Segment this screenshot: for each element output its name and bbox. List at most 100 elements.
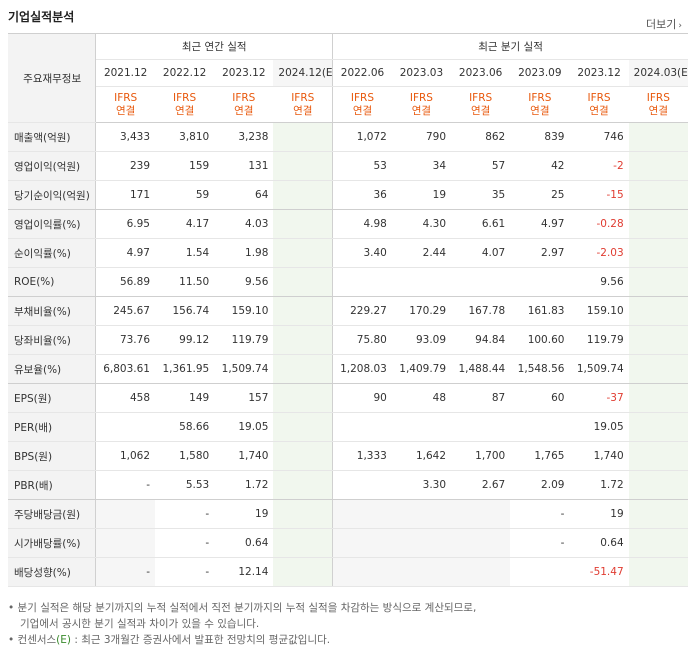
cell-value: 19 [391,180,452,210]
table-row: 당좌비율(%) 73.76 99.12 119.79 75.80 93.09 94.84 10… [8,325,688,355]
cell-value: 4.03 [214,209,274,239]
consolidated-label: 연결 [530,104,550,117]
row-label: 부채비율(%) [8,296,97,326]
section-title: 기업실적분석 [8,10,75,24]
ifrs-label: IFRS [350,91,375,104]
cell-value: 100.60 [510,325,570,355]
cell-value [628,180,688,210]
note-1-cont: 기업에서 공시한 분기 실적과 차이가 있을 수 있습니다. [20,618,260,630]
ifrs-badge: IFRS 연결 [155,86,215,123]
cell-value [628,209,688,239]
cell-value: 73.76 [95,325,155,355]
cell-value: 0.64 [214,528,274,558]
cell-value: 59 [155,180,215,210]
cell-value: 1.72 [569,470,629,500]
cell-value [628,354,688,384]
cell-value: -2.03 [569,238,629,268]
cell-value [391,528,452,558]
cell-value: 4.97 [510,209,570,239]
ifrs-badge: IFRS 연결 [391,86,452,123]
cell-value: 1,580 [155,441,215,471]
cell-value [273,354,334,384]
table-row: 주당배당금(원) -19-19 [8,499,688,529]
consolidated-label: 연결 [234,104,254,117]
cell-value: 9.56 [214,267,274,297]
period-header: 2023.09 [510,59,570,87]
cell-value [273,499,334,529]
cell-value [273,470,334,500]
more-link[interactable]: 더보기 › [646,16,682,32]
cell-value: 0.64 [569,528,629,558]
row-label: 영업이익(억원) [8,151,97,181]
table-row: PER(배) 58.66 19.05 19.05 [8,412,688,442]
cell-value [628,383,688,413]
table-row: 영업이익률(%) 6.95 4.17 4.03 4.98 4.30 6.61 4.97 -0.2… [8,209,688,239]
consolidated-label: 연결 [174,104,195,117]
cell-value: 1,700 [451,441,511,471]
table-row: 유보율(%) 6,803.61 1,361.95 1,509.74 1,208.03 1,… [8,354,688,384]
row-label: BPS(원) [8,441,97,471]
ifrs-label: IFRS [173,91,197,104]
period-header: 2024.03(E) [628,59,688,87]
cell-value: 19.05 [214,412,274,442]
table-row: 당기순이익(억원) 171 59 64 36 19 35 25 -15 [8,180,688,210]
cell-value: 56.89 [95,267,155,297]
cell-value: 170.29 [391,296,452,326]
cell-value: 1,333 [332,441,392,471]
cell-value: 6.61 [451,209,511,239]
cell-value [332,528,392,558]
cell-value: 239 [95,151,155,181]
table-row: EPS(원) 458 149 157 90 48 87 60 -37 [8,383,688,413]
cell-value [273,122,334,152]
period-header: 2023.03 [391,59,452,87]
row-label: 주당배당금(원) [8,499,97,529]
cell-value [628,441,688,471]
row-label: 당기순이익(억원) [8,180,97,210]
cell-value: 19.05 [569,412,629,442]
cell-value: 35 [451,180,511,210]
cell-value: 1,488.44 [451,354,511,384]
cell-value [95,528,155,558]
cell-value: - [95,557,155,587]
cell-value: 2.44 [391,238,452,268]
cell-value [628,122,688,152]
cell-value: 862 [451,122,511,152]
cell-value: 119.79 [214,325,274,355]
cell-value: 58.66 [155,412,215,442]
table-row: 시가배당률(%) -0.64-0.64 [8,528,688,558]
ifrs-label: IFRS [409,91,433,104]
cell-value [273,238,334,268]
cell-value: 2.67 [451,470,511,500]
cell-value: 167.78 [451,296,511,326]
cell-value [273,557,334,587]
note-1: • 분기 실적은 해당 분기까지의 누적 실적에서 직전 분기까지의 누적 실적… [8,602,477,614]
cell-value: - [155,499,215,529]
period-header: 2024.12(E) [273,59,334,87]
ifrs-label: IFRS [469,91,493,104]
cell-value: 3,238 [214,122,274,152]
cell-value: -0.28 [569,209,629,239]
cell-value [628,557,688,587]
table-row: 배당성향(%) - -12.14 -51.47 [8,557,688,587]
cell-value: 12.14 [214,557,274,587]
cell-value: 48 [391,383,452,413]
cell-value [95,412,155,442]
cell-value [628,267,688,297]
cell-value [273,412,334,442]
cell-value [628,151,688,181]
cell-value [273,528,334,558]
cell-value: 57 [451,151,511,181]
row-label: 매출액(억원) [8,122,97,152]
cell-value: 6.95 [95,209,155,239]
row-label: 시가배당률(%) [8,528,97,558]
cell-value: 1.72 [214,470,274,500]
cell-value: - [155,557,215,587]
cell-value: 9.56 [569,267,629,297]
financial-table: 주요재무정보 최근 연간 실적 최근 분기 실적 2021.12 2022.12 2… [8,33,688,587]
cell-value: 87 [451,383,511,413]
cell-value: 790 [391,122,452,152]
cell-value: 4.17 [155,209,215,239]
cell-value: 1,072 [332,122,392,152]
period-header: 2023.12 [214,59,274,87]
cell-value [451,499,511,529]
